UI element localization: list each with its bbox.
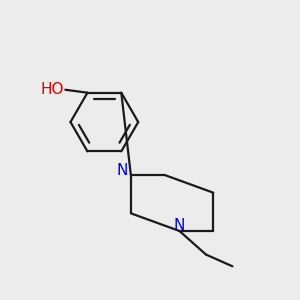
Text: HO: HO [40,82,64,97]
Text: N: N [174,218,185,233]
Text: N: N [117,163,128,178]
